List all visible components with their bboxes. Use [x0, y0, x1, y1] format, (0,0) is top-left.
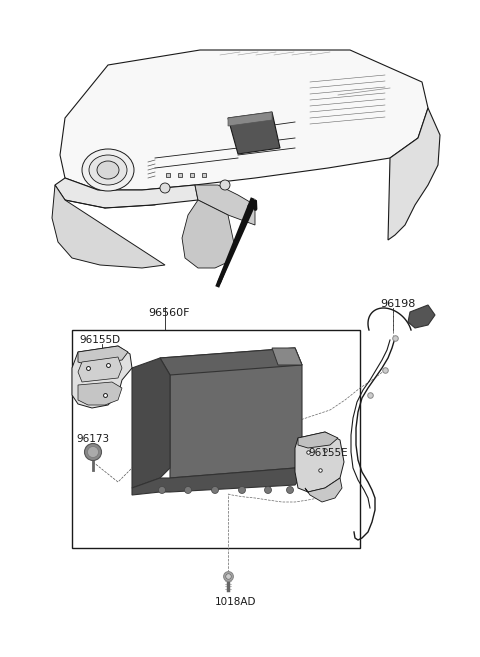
Polygon shape	[160, 348, 302, 375]
Polygon shape	[195, 185, 255, 225]
Ellipse shape	[82, 149, 134, 191]
Polygon shape	[132, 358, 170, 488]
Polygon shape	[72, 346, 132, 408]
Polygon shape	[295, 432, 344, 492]
Polygon shape	[55, 178, 198, 208]
Text: 96173: 96173	[76, 434, 109, 444]
Text: 96198: 96198	[380, 299, 415, 309]
Circle shape	[87, 447, 98, 457]
Polygon shape	[78, 346, 128, 365]
Polygon shape	[60, 50, 428, 190]
Text: 96155D: 96155D	[79, 335, 120, 345]
Ellipse shape	[97, 161, 119, 179]
Polygon shape	[228, 112, 280, 154]
Circle shape	[184, 486, 192, 493]
Circle shape	[160, 183, 170, 193]
Circle shape	[220, 180, 230, 190]
Polygon shape	[388, 108, 440, 240]
Polygon shape	[52, 185, 165, 268]
Bar	[72, 330, 360, 548]
Circle shape	[212, 486, 218, 493]
Polygon shape	[272, 348, 302, 365]
Circle shape	[264, 486, 272, 493]
Polygon shape	[408, 305, 435, 328]
Polygon shape	[228, 112, 272, 126]
Polygon shape	[78, 382, 122, 405]
Circle shape	[84, 443, 101, 461]
Polygon shape	[160, 348, 302, 478]
Text: 96560F: 96560F	[148, 308, 190, 318]
Circle shape	[287, 486, 293, 493]
Polygon shape	[132, 468, 302, 495]
Polygon shape	[298, 432, 338, 448]
Polygon shape	[305, 478, 342, 502]
Circle shape	[239, 486, 245, 493]
Ellipse shape	[89, 155, 127, 185]
Text: 1018AD: 1018AD	[215, 597, 256, 607]
Text: 96155E: 96155E	[308, 448, 348, 458]
Circle shape	[158, 486, 166, 493]
Polygon shape	[78, 357, 122, 382]
Polygon shape	[182, 200, 235, 268]
